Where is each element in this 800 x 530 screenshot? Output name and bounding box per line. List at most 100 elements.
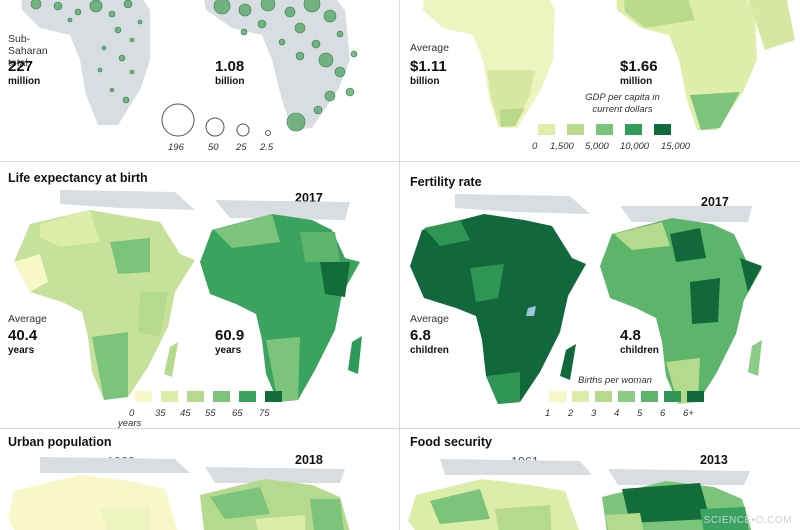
population-bubble: [53, 1, 63, 11]
gdp-left-unit: billion: [410, 76, 440, 87]
fertility-right-value: 4.8: [620, 327, 641, 344]
population-bubble: [286, 112, 306, 132]
population-bubble: [129, 69, 135, 75]
life-expectancy-legend-swatches: [135, 391, 282, 402]
fr-legend-swatches-swatch: [664, 391, 681, 402]
life-expectancy-left-unit: years: [8, 345, 35, 356]
gdp-legend-tick-10000: 10,000: [620, 141, 650, 152]
fr-legend-swatches-swatch: [595, 391, 612, 402]
fr-legend-tick-1: 1: [545, 408, 551, 419]
population-bubble: [109, 87, 115, 93]
lake-victoria-fr: [526, 306, 536, 316]
gdp-legend-swatches: [538, 124, 671, 135]
gdp-legend-swatches-swatch: [596, 124, 613, 135]
gdp-legend-swatches-swatch: [567, 124, 584, 135]
population-bubble: [278, 38, 286, 46]
population-panel: Sub-Saharan total 227 million 1.08 billi…: [0, 0, 395, 160]
europe-shape-food-left: [440, 459, 592, 475]
population-bubble: [260, 0, 276, 12]
fertility-right-unit: children: [620, 345, 659, 356]
horizontal-divider-bottom: [0, 428, 800, 429]
fr-legend-tick-6plus: 6+: [683, 408, 694, 419]
population-bubble: [123, 0, 133, 9]
le-legend-tick-65: 65: [232, 408, 243, 419]
gdp-average-label: Average: [410, 42, 449, 54]
bubble-legend-25: [236, 123, 250, 137]
life-expectancy-right-value: 60.9: [215, 327, 245, 344]
population-bubble: [295, 51, 305, 61]
population-bubble: [67, 17, 73, 23]
europe-shape-fr-right: [620, 206, 752, 222]
population-bubble: [284, 6, 296, 18]
population-bubble: [324, 90, 336, 102]
madagascar-fr-1960: [560, 344, 576, 380]
population-bubble: [137, 19, 143, 25]
le-legend-swatches-swatch: [187, 391, 204, 402]
population-bubble: [30, 0, 42, 10]
population-bubble: [313, 105, 323, 115]
le-legend-unit: years: [118, 418, 142, 428]
bubble-legend-label-2-5: 2.5: [260, 142, 274, 153]
population-bubble: [303, 0, 321, 13]
madagascar-fr-2017: [748, 340, 762, 376]
watermark-credit: SCIENCE•O.COM: [703, 515, 792, 526]
fertility-left-value: 6.8: [410, 327, 431, 344]
fertility-legend-swatches: [549, 391, 704, 402]
population-region-label: Sub-Saharan total: [8, 33, 48, 69]
fertility-average-label: Average: [410, 313, 449, 325]
fertility-maps: [410, 194, 762, 404]
le-legend-swatches-swatch: [213, 391, 230, 402]
population-bubbles: [30, 0, 358, 132]
fr-legend-swatches-swatch: [549, 391, 566, 402]
population-right-value: 1.08: [215, 58, 245, 75]
population-maps: [21, 0, 358, 137]
population-bubble: [240, 28, 248, 36]
food-panel: Food security 1961 2013: [400, 429, 800, 530]
bubble-legend-label-196: 196: [168, 142, 184, 153]
fertility-left-unit: children: [410, 345, 449, 356]
gdp-legend-tick-5000: 5,000: [585, 141, 609, 152]
population-bubble: [238, 3, 252, 17]
le-legend-swatches-swatch: [239, 391, 256, 402]
urban-maps: [8, 457, 350, 530]
fr-legend-tick-4: 4: [614, 408, 620, 419]
africa-map-2018: [204, 0, 350, 130]
bubble-legend-label-25: 25: [236, 142, 247, 153]
le-legend-tick-55: 55: [205, 408, 216, 419]
population-right-unit: billion: [215, 76, 245, 87]
gdp-legend-tick-15000: 15,000: [661, 141, 691, 152]
fr-legend-tick-3: 3: [591, 408, 597, 419]
gdp-right-value: $1.66: [620, 58, 658, 75]
population-bubble: [89, 0, 103, 13]
population-bubble: [334, 66, 346, 78]
europe-shape-urban-left: [40, 457, 190, 473]
vertical-divider: [399, 0, 400, 530]
europe-shape-le-left: [60, 190, 195, 210]
le-legend-tick-0: 0: [129, 408, 135, 419]
population-bubble: [350, 50, 358, 58]
food-year-right: 2013: [700, 453, 728, 467]
bubble-legend-label-50: 50: [208, 142, 219, 153]
africa-map-fr-2017: [600, 218, 762, 404]
fertility-title: Fertility rate: [410, 175, 482, 189]
le-legend-tick-35: 35: [155, 408, 166, 419]
population-bubble: [294, 22, 306, 34]
europe-shape-food-right: [608, 469, 750, 485]
gdp-right-unit: million: [620, 76, 653, 87]
gdp-maps: [405, 0, 800, 135]
bubble-legend-2-5: [265, 130, 271, 136]
gdp-panel: Average $1.11 billion $1.66 million GDP …: [405, 0, 800, 160]
urban-title: Urban population: [8, 435, 112, 449]
europe-shape-fr-left: [455, 194, 590, 214]
le-legend-tick-75: 75: [259, 408, 270, 419]
life-expectancy-maps: [14, 190, 362, 402]
fr-legend-swatches-swatch: [572, 391, 589, 402]
africa-map-fr-1960: [410, 214, 586, 404]
population-bubble: [129, 37, 135, 43]
fr-legend-tick-5: 5: [637, 408, 643, 419]
population-bubble: [122, 96, 130, 104]
fr-legend-swatches-swatch: [618, 391, 635, 402]
life-expectancy-title: Life expectancy at birth: [8, 171, 148, 185]
gdp-legend-swatches-swatch: [538, 124, 555, 135]
le-legend-swatches-swatch: [161, 391, 178, 402]
